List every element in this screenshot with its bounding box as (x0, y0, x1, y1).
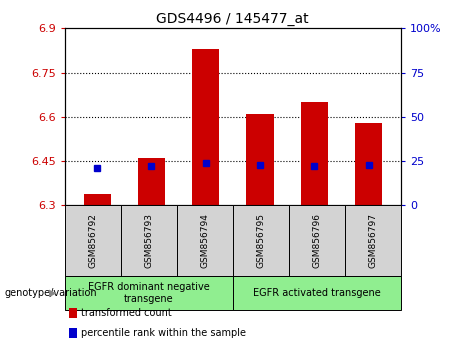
Bar (301, 102, 328, 205)
Text: GSM856792: GSM856792 (88, 213, 97, 268)
Bar (355, 123, 382, 205)
Bar (138, 158, 165, 205)
Text: genotype/variation: genotype/variation (5, 288, 97, 298)
Title: GDS4496 / 145477_at: GDS4496 / 145477_at (156, 12, 309, 26)
Text: GSM856795: GSM856795 (256, 213, 266, 268)
Text: GSM856794: GSM856794 (200, 213, 209, 268)
Text: ▶: ▶ (49, 288, 57, 298)
Bar (192, 49, 219, 205)
Bar (83, 194, 111, 205)
Text: transformed count: transformed count (81, 308, 172, 318)
Text: EGFR activated transgene: EGFR activated transgene (253, 288, 381, 298)
Text: GSM856793: GSM856793 (144, 213, 153, 268)
Text: GSM856797: GSM856797 (368, 213, 378, 268)
Text: percentile rank within the sample: percentile rank within the sample (81, 328, 246, 338)
Bar (246, 114, 273, 205)
Text: EGFR dominant negative
transgene: EGFR dominant negative transgene (88, 282, 210, 304)
Text: GSM856796: GSM856796 (313, 213, 321, 268)
